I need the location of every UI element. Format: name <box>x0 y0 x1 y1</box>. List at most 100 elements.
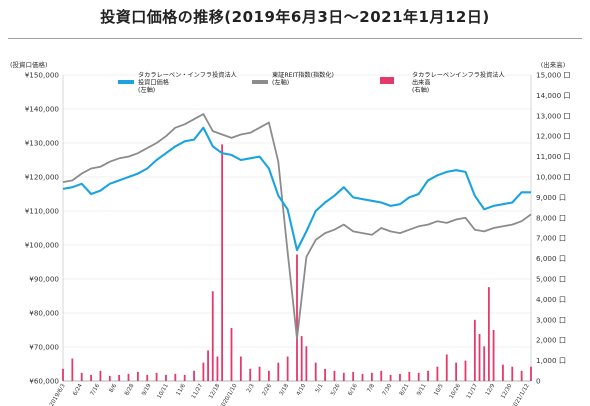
volume-bar <box>127 373 130 381</box>
volume-bar <box>258 366 261 381</box>
x-tick-label: 12/18 <box>208 383 221 400</box>
legend-swatch <box>118 80 134 84</box>
volume-bar <box>483 346 486 381</box>
x-tick-label: 2019/6/3 <box>49 383 67 406</box>
volume-bar <box>389 374 392 381</box>
right-tick-label: 4,000 口 <box>536 295 566 304</box>
volume-bar <box>183 374 186 381</box>
x-tick-label: 11/27 <box>191 383 204 400</box>
legend-item: 東証REIT指数(指数化)(左軸) <box>252 71 334 87</box>
right-tick-label: 2,000 口 <box>536 336 566 345</box>
volume-bar <box>80 372 83 381</box>
price-line <box>62 126 531 252</box>
volume-bar <box>155 372 158 381</box>
volume-bar <box>216 356 219 381</box>
legend-label: 出来高 <box>412 79 431 87</box>
right-tick-label: 8,000 口 <box>536 213 566 222</box>
x-tick-label: 6/24 <box>72 383 84 397</box>
right-tick-label: 9,000 口 <box>536 193 566 202</box>
volume-bar <box>464 360 467 381</box>
right-tick-label: 3,000 口 <box>536 315 566 324</box>
left-axis-ticks: ¥60,000 ¥70,000 ¥80,000 ¥90,000 ¥100,000 ¥110… <box>25 71 60 386</box>
right-tick-label: 0 <box>536 377 541 386</box>
right-tick-label: 5,000 口 <box>536 275 566 284</box>
volume-bar <box>436 366 439 381</box>
volume-bar <box>502 364 504 381</box>
volume-bar <box>380 370 383 381</box>
volume-bar <box>408 371 411 381</box>
x-tick-label: 3/18 <box>279 383 291 397</box>
volume-bar <box>286 356 289 381</box>
volume-bar <box>268 370 270 381</box>
volume-bar <box>455 362 458 381</box>
right-tick-label: 7,000 口 <box>536 234 566 243</box>
x-tick-label: 8/28 <box>124 383 136 397</box>
left-tick-label: ¥130,000 <box>25 139 60 148</box>
volume-bar <box>174 373 177 381</box>
volume-bar <box>207 350 209 381</box>
x-tick-label: 11/6 <box>176 383 188 397</box>
left-tick-label: ¥60,000 <box>29 377 59 386</box>
x-tick-label: 10/11 <box>157 383 170 400</box>
volume-bar <box>146 374 149 381</box>
volume-bar <box>221 144 224 381</box>
x-tick-label: 7/16 <box>90 383 102 397</box>
volume-bar <box>427 370 429 381</box>
right-tick-label: 1,000 口 <box>536 356 566 365</box>
volume-bar <box>108 375 111 381</box>
right-tick-label: 10,000 口 <box>536 173 571 182</box>
x-tick-label: 12/9 <box>485 383 497 397</box>
x-tick-label: 4/10 <box>296 383 308 397</box>
right-tick-label: 11,000 口 <box>536 152 571 161</box>
x-tick-label: 11/17 <box>466 383 479 400</box>
title-divider <box>8 38 582 39</box>
legend-label: (左軸) <box>138 86 155 94</box>
left-tick-label: ¥140,000 <box>25 105 60 114</box>
volume-bar <box>361 373 364 381</box>
left-tick-label: ¥150,000 <box>25 71 60 80</box>
volume-bar <box>314 362 317 381</box>
volume-bar <box>193 370 195 381</box>
legend-label: 投資口価格 <box>138 79 170 87</box>
volume-bar <box>249 368 252 381</box>
price-lines <box>62 113 532 340</box>
volume-bar <box>230 327 233 381</box>
volume-bar <box>342 372 345 381</box>
right-tick-label: 14,000 口 <box>536 91 571 100</box>
volume-bar <box>277 362 280 381</box>
legend-label: タカラレーベンインフラ投資法人 <box>412 71 505 79</box>
x-tick-label: 12/30 <box>500 383 513 400</box>
legend-swatch <box>252 80 268 84</box>
volume-bar <box>487 287 490 381</box>
volume-bar <box>352 371 355 381</box>
right-tick-label: 13,000 口 <box>536 111 571 120</box>
x-tick-label: 2021/1/12 <box>511 383 531 406</box>
legend-label: タカラレーベン・インフラ投資法人 <box>138 71 237 79</box>
chart-grid <box>62 74 532 382</box>
volume-bar <box>90 374 92 381</box>
volume-bars <box>62 144 532 381</box>
volume-bar <box>492 330 495 381</box>
left-tick-label: ¥90,000 <box>29 275 59 284</box>
volume-bar <box>136 371 139 381</box>
reit-index-line <box>62 113 532 340</box>
right-tick-label: 6,000 口 <box>536 254 566 263</box>
volume-bar <box>399 373 401 381</box>
x-tick-label: 7/30 <box>382 383 394 397</box>
x-tick-label: 7/8 <box>366 383 376 394</box>
left-tick-label: ¥70,000 <box>29 343 59 352</box>
x-tick-label: 10/26 <box>449 383 462 400</box>
volume-bar <box>118 374 121 381</box>
x-axis-ticks: 2019/6/3 6/24 7/16 8/6 8/28 9/19 10/11 11/6 11/2… <box>49 383 531 406</box>
left-tick-label: ¥120,000 <box>25 173 60 182</box>
x-tick-label: 2020/1/10 <box>219 383 239 406</box>
right-axis-ticks: 0 1,000 口 2,000 口 3,000 口 4,000 口 5,000 口 6,00… <box>536 71 571 386</box>
volume-bar <box>333 370 336 381</box>
x-tick-label: 9/11 <box>416 383 428 397</box>
x-tick-label: 10/5 <box>433 383 445 397</box>
volume-bar <box>305 346 308 381</box>
